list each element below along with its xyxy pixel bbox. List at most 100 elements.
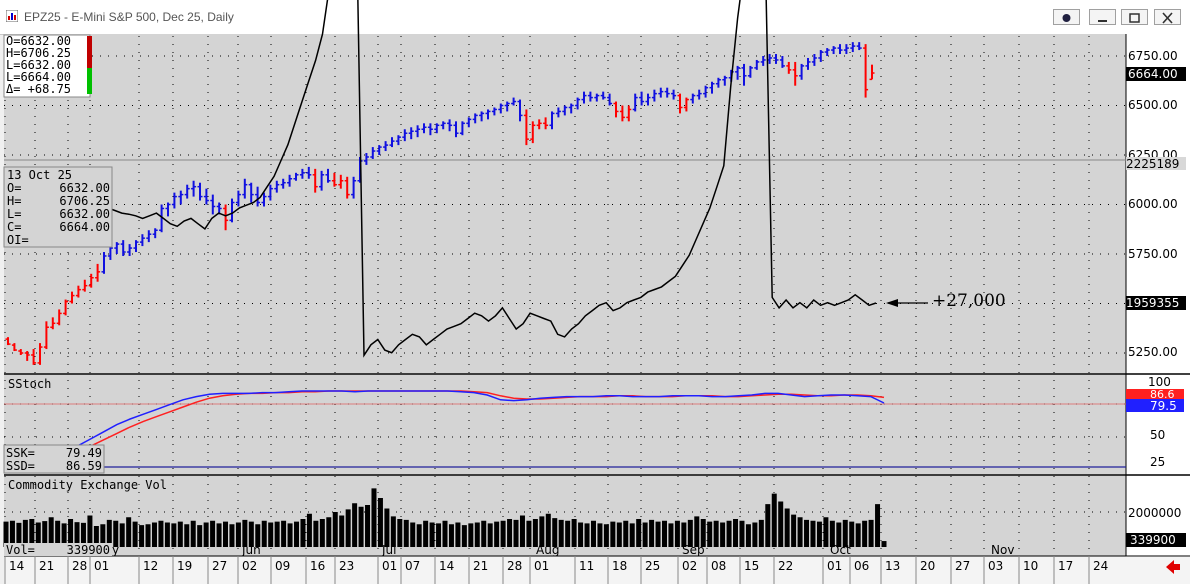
- price-bar: [843, 44, 849, 55]
- scroll-left-arrow-icon[interactable]: [1164, 558, 1182, 576]
- record-button[interactable]: [1053, 9, 1080, 25]
- price-bar: [575, 97, 581, 110]
- price-bar: [543, 117, 549, 130]
- price-bar: [203, 188, 209, 205]
- month-label: Sep: [682, 543, 705, 557]
- volume-bar: [855, 523, 861, 547]
- date-label: 21: [39, 559, 54, 573]
- volume-bar: [184, 524, 190, 547]
- last-price-box: [1126, 67, 1186, 81]
- volume-title: Commodity Exchange Vol: [8, 478, 167, 492]
- volume-bar: [429, 522, 435, 547]
- close-button[interactable]: [1154, 9, 1181, 25]
- volume-bar: [694, 516, 700, 547]
- oi-high-box: [1126, 157, 1186, 170]
- close-icon: [1162, 12, 1173, 24]
- volume-bar: [397, 519, 403, 547]
- price-bar: [82, 279, 88, 292]
- record-dot-icon: [1062, 14, 1071, 22]
- ssk-value-label: 79.5: [1150, 399, 1177, 413]
- volume-bar: [649, 519, 655, 547]
- price-bar: [683, 97, 689, 112]
- volume-tick: 2000000: [1128, 506, 1181, 520]
- price-bar: [171, 192, 177, 209]
- minimize-button[interactable]: [1089, 9, 1116, 25]
- price-bar: [146, 230, 152, 243]
- volume-bar: [500, 520, 506, 547]
- price-bar: [133, 240, 139, 253]
- date-label: 20: [920, 559, 935, 573]
- volume-bar: [113, 520, 119, 547]
- price-tick: 5250.00: [1128, 345, 1178, 359]
- ohlc-high: H=6706.25: [6, 46, 71, 60]
- volume-bar: [804, 519, 810, 547]
- price-bar: [351, 176, 357, 199]
- stoch-panel[interactable]: [4, 375, 1126, 474]
- date-high-label: H=: [7, 194, 21, 208]
- price-bar: [63, 299, 69, 316]
- volume-bar: [868, 519, 874, 547]
- price-bar: [696, 89, 702, 100]
- volume-bar: [365, 505, 371, 547]
- price-bar: [626, 105, 632, 122]
- volume-info-box: Vol= 339900: [4, 543, 112, 557]
- price-bar: [850, 42, 856, 53]
- volume-bar: [597, 523, 603, 547]
- volume-bar: [384, 508, 390, 547]
- price-bar: [338, 174, 344, 189]
- date-label: 09: [275, 559, 290, 573]
- volume-bar: [487, 523, 493, 547]
- price-bar: [120, 240, 126, 256]
- ohlc-last: L=6664.00: [6, 70, 71, 84]
- volume-bar: [145, 524, 151, 547]
- volume-bar: [242, 519, 248, 547]
- volume-last-label: 339900: [1130, 533, 1176, 547]
- green-flag: [87, 68, 92, 94]
- volume-bar: [74, 522, 80, 547]
- price-bar: [421, 123, 427, 134]
- price-bar: [703, 85, 709, 98]
- price-bar: [447, 119, 453, 132]
- month-label: Oct: [830, 543, 851, 557]
- price-panel[interactable]: [4, 34, 1126, 373]
- stoch-title: SStoch: [8, 377, 51, 391]
- volume-bar: [836, 522, 842, 547]
- price-bar: [95, 263, 101, 282]
- date-label: 16: [310, 559, 325, 573]
- window-title: EPZ25 - E-Mini S&P 500, Dec 25, Daily: [24, 10, 234, 24]
- volume-bar: [55, 520, 61, 547]
- price-bar: [5, 337, 11, 346]
- volume-bar: [558, 519, 564, 547]
- price-bar: [459, 121, 465, 136]
- stoch-tick: 100: [1148, 375, 1171, 389]
- maximize-button[interactable]: [1121, 9, 1148, 25]
- volume-last-box: [1126, 533, 1186, 547]
- volume-bar: [442, 520, 448, 547]
- volume-bar: [210, 520, 216, 547]
- price-bar: [389, 137, 395, 148]
- volume-bar: [80, 522, 86, 547]
- volume-bar: [674, 520, 680, 547]
- vol-value: 339900: [67, 543, 110, 557]
- price-bar: [402, 129, 408, 142]
- date-label: 18: [612, 559, 627, 573]
- volume-bar: [829, 520, 835, 547]
- maximize-icon: [1129, 13, 1140, 23]
- price-tick: 6750.00: [1128, 49, 1178, 63]
- price-bar: [856, 42, 862, 51]
- date-label: 03: [988, 559, 1003, 573]
- price-bar: [479, 111, 485, 122]
- date-label: 02: [682, 559, 697, 573]
- price-bar: [677, 93, 683, 114]
- price-bar: [287, 174, 293, 187]
- title-bar[interactable]: EPZ25 - E-Mini S&P 500, Dec 25, Daily: [0, 0, 1190, 35]
- price-bar: [210, 194, 216, 215]
- volume-bar: [61, 523, 67, 547]
- price-tick: 5750.00: [1128, 247, 1178, 261]
- volume-bar: [700, 519, 706, 547]
- volume-bar: [791, 514, 797, 547]
- price-bar: [159, 204, 165, 233]
- date-axis: 14 21 28 01 12 19 27 02 09 16 23 01 07 14 21 28 01 11 18 25…: [4, 556, 1108, 584]
- price-bar: [805, 57, 811, 70]
- volume-bar: [655, 521, 661, 547]
